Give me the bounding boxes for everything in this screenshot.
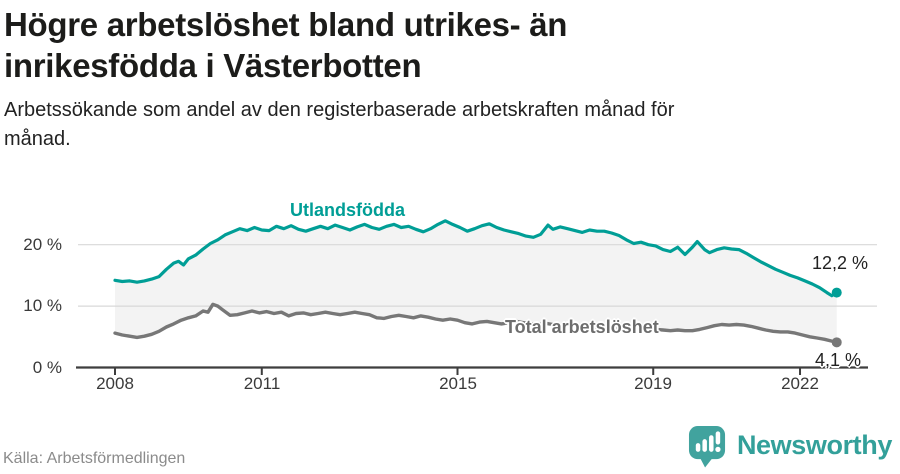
end-dot-utlandsfodda xyxy=(831,287,842,298)
x-axis-label-2011: 2011 xyxy=(243,374,281,393)
x-axis-label-2008: 2008 xyxy=(96,374,134,393)
source-note: Källa: Arbetsförmedlingen xyxy=(3,450,186,467)
y-axis-label-20: 20 % xyxy=(23,235,62,254)
y-axis-label-0: 0 % xyxy=(32,358,62,377)
page-title: Högre arbetslöshet bland utrikes- än inr… xyxy=(4,6,568,84)
line-total-arbetsloshet xyxy=(113,302,839,345)
newsworthy-brand: Newsworthy xyxy=(688,423,892,468)
end-value-total: 4,1 % xyxy=(815,350,862,370)
end-dot-total xyxy=(831,337,842,348)
series-label-utlandsfodda: Utlandsfödda xyxy=(290,200,405,220)
end-value-utlandsfodda: 12,2 % xyxy=(812,253,869,273)
line-chart xyxy=(76,219,877,375)
x-axis-label-2022: 2022 xyxy=(781,374,819,393)
y-axis-label-10: 10 % xyxy=(23,296,62,315)
chart-subtitle: Arbetssökande som andel av den registerb… xyxy=(4,99,675,150)
newsworthy-logo-icon xyxy=(688,426,726,468)
line-utlandsfodda xyxy=(113,219,839,298)
header: Högre arbetslöshet bland utrikes- än inr… xyxy=(4,4,896,154)
x-axis-label-2019: 2019 xyxy=(634,374,672,393)
newsworthy-wordmark: Newsworthy xyxy=(736,430,892,460)
x-axis-label-2015: 2015 xyxy=(439,374,477,393)
series-label-total: Total arbetslöshet xyxy=(505,317,659,337)
